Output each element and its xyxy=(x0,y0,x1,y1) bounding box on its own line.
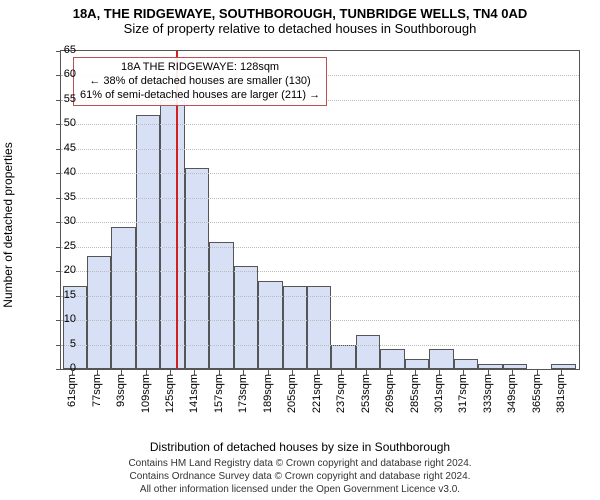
x-tick-label: 189sqm xyxy=(262,374,274,413)
bar xyxy=(405,359,429,369)
info-box: 18A THE RIDGEWAYE: 128sqm ← 38% of detac… xyxy=(73,57,327,106)
x-tick-label: 333sqm xyxy=(482,374,494,413)
bar xyxy=(234,266,258,369)
bar xyxy=(454,359,478,369)
x-tick-label: 317sqm xyxy=(457,374,469,413)
y-tick-label: 55 xyxy=(48,93,76,105)
x-tick-label: 349sqm xyxy=(506,374,518,413)
bar xyxy=(307,286,331,369)
footer-line1: Contains HM Land Registry data © Crown c… xyxy=(0,457,600,470)
y-tick-label: 60 xyxy=(48,68,76,80)
bar xyxy=(478,364,502,369)
x-tick-label: 109sqm xyxy=(140,374,152,413)
y-tick-label: 5 xyxy=(48,338,76,350)
footer-line2: Contains Ordnance Survey data © Crown co… xyxy=(0,470,600,483)
x-tick-label: 221sqm xyxy=(311,374,323,413)
y-tick-label: 30 xyxy=(48,215,76,227)
chart-title-main: 18A, THE RIDGEWAYE, SOUTHBOROUGH, TUNBRI… xyxy=(0,0,600,21)
x-tick-label: 93sqm xyxy=(115,374,127,407)
x-tick-label: 253sqm xyxy=(360,374,372,413)
y-tick-label: 10 xyxy=(48,313,76,325)
y-tick-label: 45 xyxy=(48,142,76,154)
x-tick-label: 301sqm xyxy=(433,374,445,413)
footer-attribution: Contains HM Land Registry data © Crown c… xyxy=(0,457,600,496)
bar xyxy=(136,115,160,369)
x-tick-label: 157sqm xyxy=(213,374,225,413)
x-tick-label: 269sqm xyxy=(384,374,396,413)
y-tick-label: 20 xyxy=(48,264,76,276)
x-tick-label: 237sqm xyxy=(335,374,347,413)
bar xyxy=(111,227,135,369)
bar xyxy=(380,349,404,369)
info-box-line2: ← 38% of detached houses are smaller (13… xyxy=(80,75,320,89)
bar xyxy=(87,256,111,369)
y-tick-label: 35 xyxy=(48,191,76,203)
bar xyxy=(551,364,575,369)
x-tick-label: 125sqm xyxy=(164,374,176,413)
chart-title-sub: Size of property relative to detached ho… xyxy=(0,21,600,40)
chart-container: Number of detached properties 18A THE RI… xyxy=(0,40,600,410)
y-tick-label: 50 xyxy=(48,117,76,129)
y-tick-label: 40 xyxy=(48,166,76,178)
x-tick-label: 381sqm xyxy=(555,374,567,413)
y-tick-label: 15 xyxy=(48,289,76,301)
info-box-line1: 18A THE RIDGEWAYE: 128sqm xyxy=(80,61,320,75)
footer-line3: All other information licensed under the… xyxy=(0,483,600,496)
y-tick-label: 25 xyxy=(48,240,76,252)
bar xyxy=(209,242,233,369)
bar xyxy=(429,349,453,369)
x-tick-label: 173sqm xyxy=(237,374,249,413)
bar xyxy=(503,364,527,369)
bar xyxy=(160,100,184,369)
x-tick-label: 205sqm xyxy=(286,374,298,413)
y-axis-label: Number of detached properties xyxy=(1,142,15,307)
bar xyxy=(258,281,282,369)
x-tick-label: 77sqm xyxy=(91,374,103,407)
bar xyxy=(283,286,307,369)
y-tick-label: 65 xyxy=(48,44,76,56)
x-tick-label: 285sqm xyxy=(409,374,421,413)
x-tick-label: 141sqm xyxy=(188,374,200,413)
bar xyxy=(356,335,380,369)
x-axis-label: Distribution of detached houses by size … xyxy=(0,440,600,454)
plot-area: 18A THE RIDGEWAYE: 128sqm ← 38% of detac… xyxy=(60,50,580,370)
bar xyxy=(331,345,355,369)
x-tick-label: 61sqm xyxy=(66,374,78,407)
x-tick-label: 365sqm xyxy=(531,374,543,413)
info-box-line3: 61% of semi-detached houses are larger (… xyxy=(80,89,320,103)
